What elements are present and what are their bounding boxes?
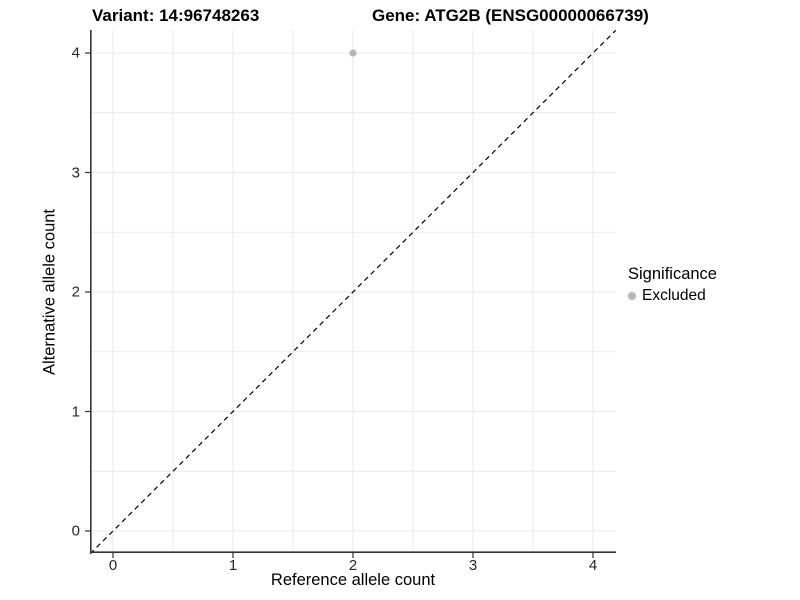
legend-title: Significance [628, 265, 717, 283]
x-tick-label: 1 [228, 557, 238, 574]
gene-title: Gene: ATG2B (ENSG00000066739) [372, 6, 649, 25]
y-tick-label: 2 [71, 283, 80, 301]
x-tick-label: 3 [468, 557, 478, 574]
y-tick-label: 0 [71, 522, 80, 540]
legend-item-label: Excluded [642, 287, 706, 304]
legend-point-icon [628, 292, 636, 300]
legend-item: Excluded [628, 287, 717, 305]
y-tick-label: 3 [71, 164, 80, 181]
y-tick-label: 1 [71, 403, 80, 420]
x-tick-label: 4 [588, 557, 598, 574]
plot-panel [85, 29, 617, 558]
x-axis-label: Reference allele count [270, 571, 436, 589]
y-tick-label: 4 [71, 44, 80, 62]
variant-title: Variant: 14:96748263 [92, 6, 260, 25]
legend: Significance Excluded [628, 265, 717, 305]
y-axis-label: Alternative allele count [40, 208, 59, 376]
legend-items: Excluded [628, 287, 717, 305]
x-tick-label: 0 [108, 557, 118, 574]
identity-reference-line [89, 29, 617, 555]
x-tick-label: 2 [348, 557, 358, 574]
plot-canvas [85, 29, 617, 558]
data-point [349, 49, 357, 57]
